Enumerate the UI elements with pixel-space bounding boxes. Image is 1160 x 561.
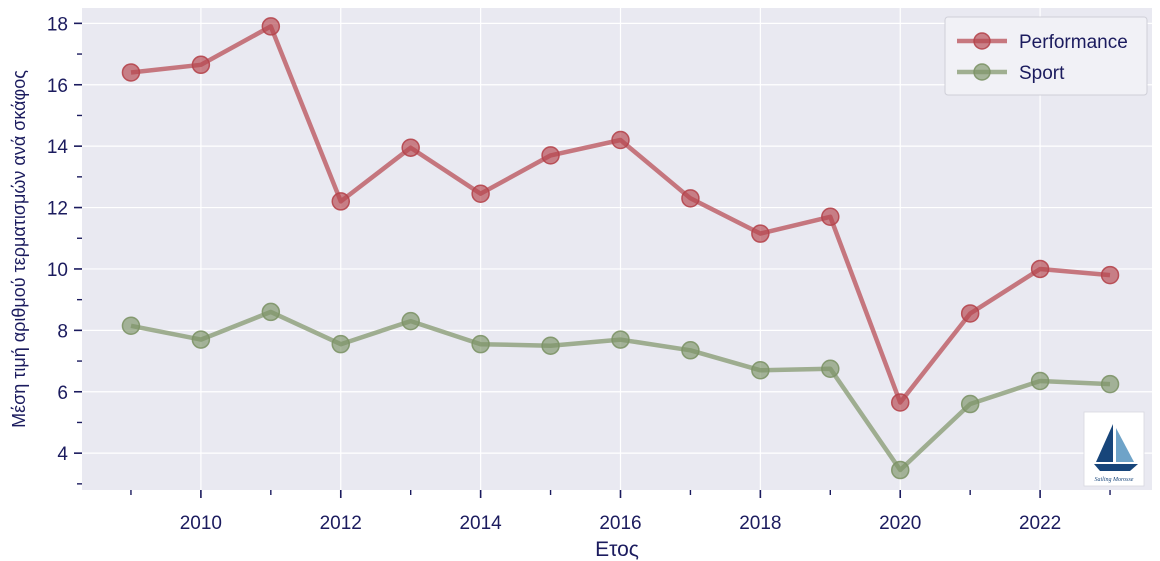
data-point xyxy=(1100,374,1120,394)
legend: Performance Sport xyxy=(944,16,1148,96)
data-point xyxy=(611,130,630,150)
y-tick-label: 12 xyxy=(47,199,68,220)
series-performance xyxy=(121,17,1120,412)
grid-lines xyxy=(82,8,1152,490)
data-point xyxy=(821,207,840,227)
data-point xyxy=(1030,259,1050,279)
x-tick-label: 2018 xyxy=(739,513,781,534)
data-point xyxy=(471,184,490,203)
data-point xyxy=(1030,371,1050,391)
data-point xyxy=(681,341,700,360)
sailboat-logo-icon: Sailing Morosse xyxy=(1083,411,1145,487)
data-point xyxy=(261,302,281,322)
y-tick-label: 10 xyxy=(47,260,68,281)
x-tick-label: 2022 xyxy=(1019,513,1061,534)
logo-wordmark: Sailing Morosse xyxy=(1095,477,1134,483)
series-layer xyxy=(121,17,1120,480)
data-point xyxy=(890,393,910,412)
y-tick-label: 18 xyxy=(47,14,68,35)
logo-background xyxy=(1083,411,1145,487)
x-axis-label: Ετος xyxy=(595,538,639,561)
data-point xyxy=(401,311,420,331)
y-tick-label: 14 xyxy=(47,137,69,158)
legend-label: Performance xyxy=(1019,32,1128,53)
y-tick-label: 4 xyxy=(57,444,68,465)
x-tick-label: 2020 xyxy=(879,513,921,534)
legend-marker xyxy=(973,32,991,50)
data-point xyxy=(331,192,351,211)
data-point xyxy=(541,336,560,355)
data-point xyxy=(751,361,770,380)
x-tick-label: 2016 xyxy=(599,513,641,534)
data-point xyxy=(191,330,211,349)
sail-main xyxy=(1096,424,1113,462)
data-point xyxy=(751,224,770,243)
data-point xyxy=(611,330,630,349)
data-point xyxy=(331,334,351,354)
y-tick-label: 8 xyxy=(57,321,68,342)
data-point xyxy=(541,146,560,165)
series-sport xyxy=(121,302,1120,480)
data-point xyxy=(681,189,700,208)
x-tick-label: 2012 xyxy=(320,513,362,534)
data-point xyxy=(121,316,141,336)
data-point xyxy=(960,394,980,414)
data-point xyxy=(261,17,281,36)
data-point xyxy=(1100,265,1120,285)
legend-marker xyxy=(973,63,991,81)
legend-item: Sport xyxy=(957,63,1065,84)
data-point xyxy=(471,334,490,354)
data-point xyxy=(121,63,141,82)
legend-label: Sport xyxy=(1019,63,1065,84)
legend-box xyxy=(944,16,1148,96)
data-point xyxy=(821,359,840,378)
hull xyxy=(1094,464,1138,471)
axes: 2010 2012 2014 2016 2018 2020 2022 4 6 8 10 12 14 16 1… xyxy=(47,14,1111,534)
data-point xyxy=(960,304,980,323)
y-tick-label: 6 xyxy=(57,383,68,404)
sail-jib xyxy=(1116,428,1134,462)
data-point xyxy=(890,460,910,480)
y-tick-label: 16 xyxy=(47,76,68,97)
x-tick-label: 2010 xyxy=(180,513,222,534)
y-axis-label: Μέση τιμή αριθμού τερματισμών ανά σκάφος xyxy=(9,70,29,428)
data-point xyxy=(191,55,211,75)
x-tick-label: 2014 xyxy=(459,513,502,534)
legend-item: Performance xyxy=(957,32,1128,53)
data-point xyxy=(401,138,420,157)
